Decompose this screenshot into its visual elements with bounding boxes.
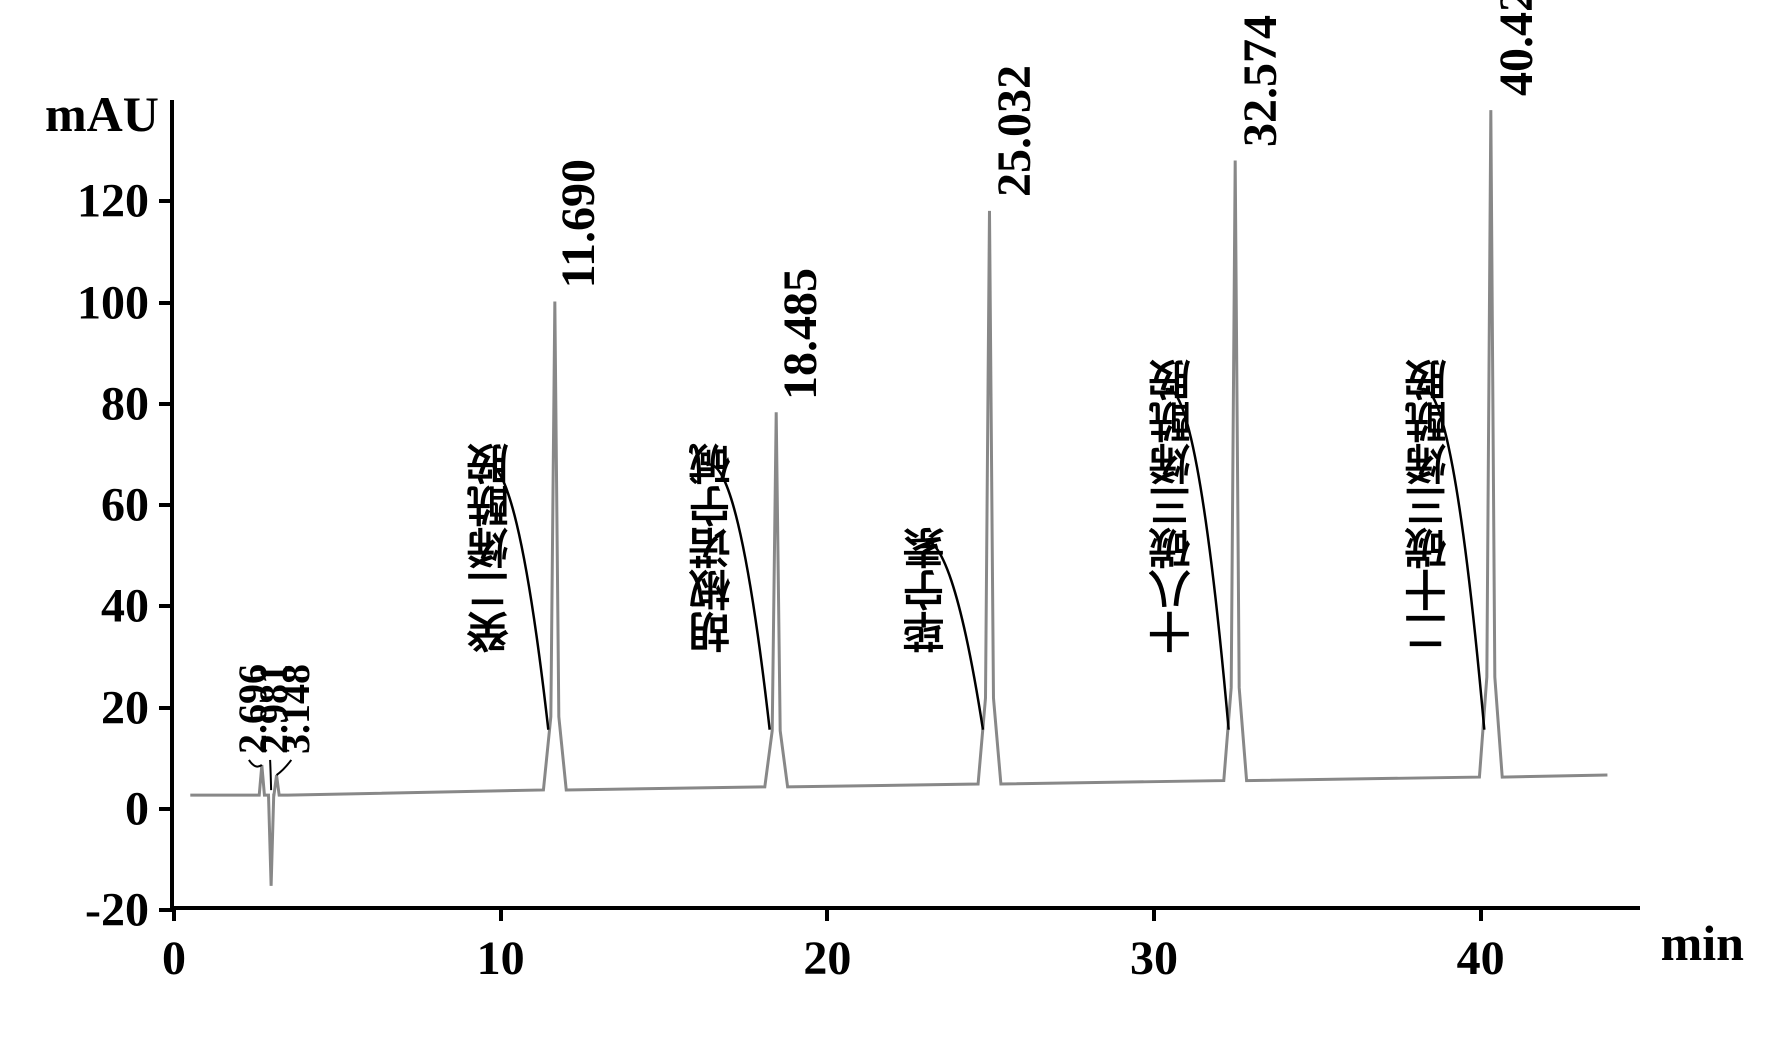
- x-tick-label: 10: [477, 931, 525, 986]
- peak-rt-label: 25.032: [987, 65, 1042, 197]
- x-tick-label: 0: [162, 931, 186, 986]
- y-tick: [159, 301, 174, 305]
- y-tick: [159, 199, 174, 203]
- y-tick: [159, 807, 174, 811]
- y-axis-label: mAU: [45, 85, 159, 143]
- peak-compound-label: 胡椒诺宁碱: [683, 443, 744, 653]
- y-tick: [159, 503, 174, 507]
- peak-compound-label: 荜宁素: [897, 527, 958, 653]
- peak-rt-label: 3.148: [272, 664, 319, 754]
- y-tick-label: 0: [125, 781, 149, 836]
- x-tick-label: 40: [1457, 931, 1505, 986]
- x-axis-label: min: [1661, 914, 1744, 972]
- y-tick-label: 20: [101, 680, 149, 735]
- x-tick: [825, 906, 829, 921]
- y-tick-label: 120: [77, 174, 149, 229]
- y-tick-label: -20: [85, 883, 149, 938]
- peak-rt-label: 32.574: [1233, 15, 1288, 147]
- y-tick: [159, 604, 174, 608]
- peak-rt-label: 11.690: [551, 159, 606, 288]
- x-tick-label: 20: [803, 931, 851, 986]
- y-tick: [159, 706, 174, 710]
- peak-compound-label: 十八碳三烯酰胺: [1143, 359, 1204, 653]
- x-tick: [172, 906, 176, 921]
- chart-container: mAU min -200204060801001200102030402.696…: [20, 20, 1759, 1032]
- x-tick: [499, 906, 503, 921]
- plot-area: -200204060801001200102030402.6962.9813.1…: [170, 100, 1640, 910]
- y-tick: [159, 402, 174, 406]
- y-tick-label: 80: [101, 376, 149, 431]
- peak-rt-label: 18.485: [773, 268, 828, 400]
- peak-compound-label: 癸二烯酰胺: [461, 443, 522, 653]
- x-tick-label: 30: [1130, 931, 1178, 986]
- peak-compound-label: 二十碳三烯酰胺: [1399, 359, 1460, 653]
- y-tick-label: 40: [101, 579, 149, 634]
- y-tick-label: 60: [101, 478, 149, 533]
- x-tick: [1479, 906, 1483, 921]
- peak-rt-label: 40.421: [1489, 0, 1544, 96]
- y-tick-label: 100: [77, 275, 149, 330]
- x-tick: [1152, 906, 1156, 921]
